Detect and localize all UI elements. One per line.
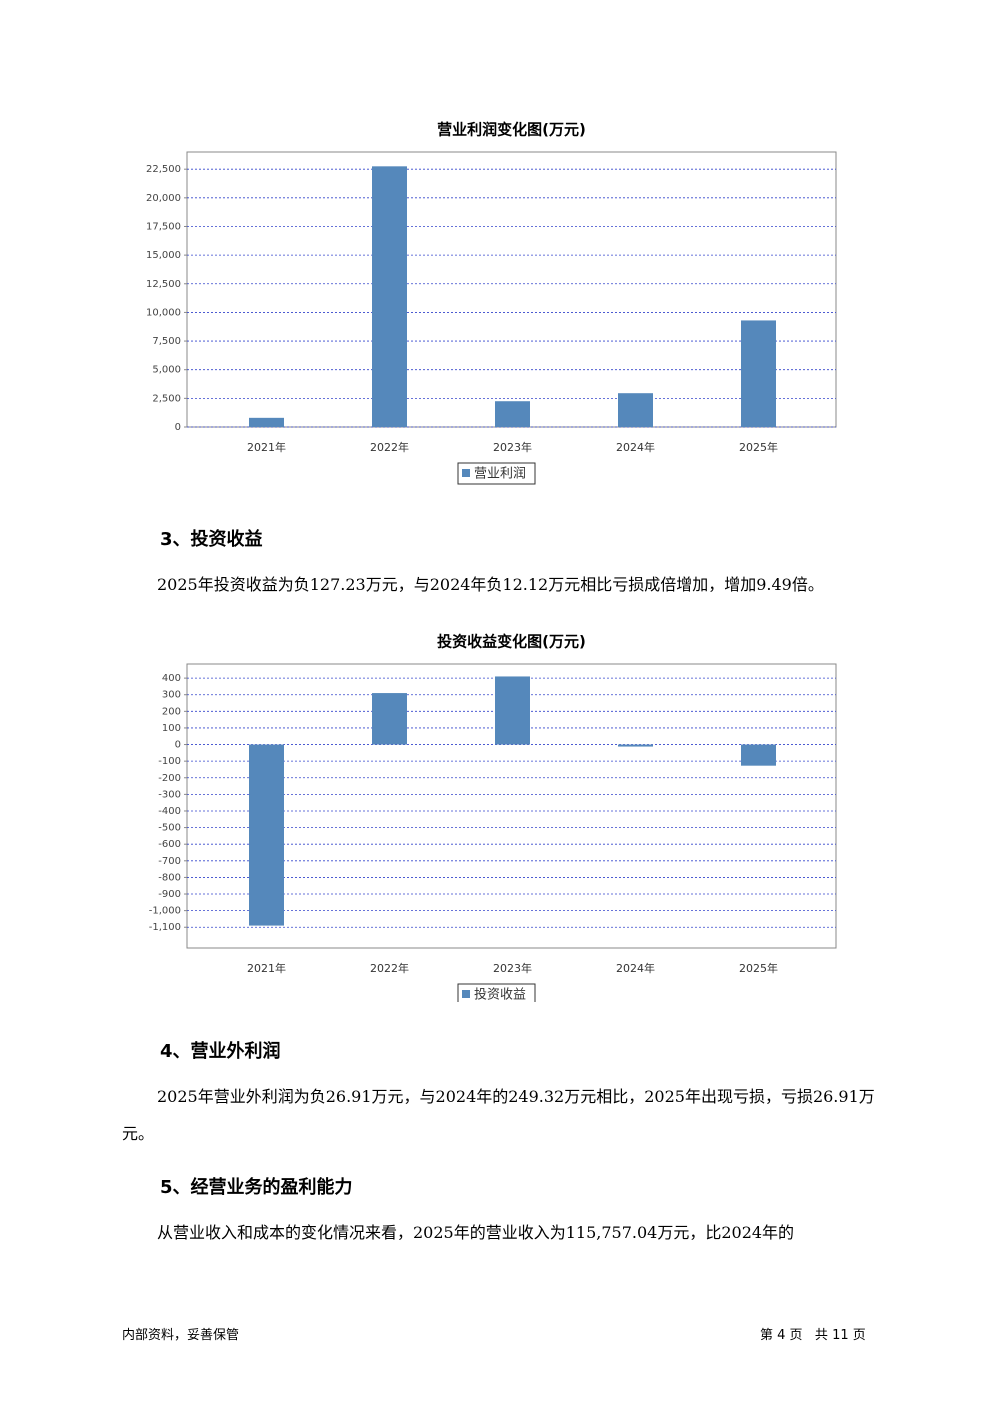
footer-right: 第 4 页 共 11 页 (760, 1328, 866, 1343)
y-tick-label: 100 (162, 723, 181, 734)
plot-area (186, 151, 837, 428)
paragraph: 从营业收入和成本的变化情况来看，2025年的营业收入为115,757.04万元，… (157, 1223, 795, 1242)
y-tick-label: -600 (158, 839, 181, 850)
x-tick-label: 2025年 (739, 961, 778, 975)
y-tick-label: 2,500 (152, 393, 181, 404)
bar (741, 320, 776, 427)
legend-label: 营业利润 (474, 467, 526, 482)
chart-title: 投资收益变化图(万元) (437, 633, 586, 651)
y-tick-label: -200 (158, 773, 181, 784)
y-tick-label: 7,500 (152, 336, 181, 347)
bar (372, 166, 407, 427)
y-tick-label: -700 (158, 856, 181, 867)
x-tick-label: 2022年 (370, 961, 409, 975)
y-tick-label: -1,000 (149, 906, 181, 917)
bar (495, 676, 530, 745)
y-tick-label: 400 (162, 673, 181, 684)
y-tick-label: -300 (158, 789, 181, 800)
x-tick-label: 2023年 (493, 961, 532, 975)
bar (249, 417, 284, 427)
y-tick-label: 12,500 (146, 279, 181, 290)
y-tick-label: 15,000 (146, 250, 181, 261)
y-tick-label: 20,000 (146, 193, 181, 204)
y-tick-label: -500 (158, 823, 181, 834)
x-tick-label: 2024年 (616, 961, 655, 975)
bar (618, 744, 653, 747)
y-tick-label: 22,500 (146, 164, 181, 175)
bar (372, 693, 407, 745)
chart: 营业利润变化图(万元) 0 2,500 5,000 7,500 10,000 12,500 1… (146, 121, 837, 485)
y-tick-label: 17,500 (146, 221, 181, 232)
legend-swatch (462, 469, 470, 477)
x-tick-label: 2021年 (247, 440, 286, 454)
y-tick-label: -800 (158, 872, 181, 883)
bar (249, 744, 284, 926)
x-tick-label: 2022年 (370, 440, 409, 454)
heading: 4、营业外利润 (160, 1041, 281, 1062)
chart: 投资收益变化图(万元) -1,100 -1,000 -900 -800 -700 -600 -… (149, 633, 837, 1003)
x-tick-label: 2024年 (616, 440, 655, 454)
paragraph: 2025年投资收益为负127.23万元，与2024年负12.12万元相比亏损成倍… (157, 575, 824, 594)
y-tick-label: 0 (175, 740, 181, 751)
legend-swatch (462, 990, 470, 998)
bar (618, 393, 653, 427)
footer-left: 内部资料，妥善保管 (122, 1328, 240, 1343)
x-tick-label: 2023年 (493, 440, 532, 454)
legend-label: 投资收益 (474, 987, 526, 1003)
x-tick-label: 2025年 (739, 440, 778, 454)
legend-box (457, 983, 536, 1002)
y-tick-label: 200 (162, 706, 181, 717)
chart-title: 营业利润变化图(万元) (437, 121, 586, 139)
y-tick-label: -1,100 (149, 922, 181, 933)
bar (495, 401, 530, 427)
heading: 3、投资收益 (160, 529, 263, 550)
paragraph: 2025年营业外利润为负26.91万元，与2024年的249.32万元相比，20… (122, 1087, 875, 1143)
y-tick-label: -400 (158, 806, 181, 817)
y-tick-label: 10,000 (146, 307, 181, 318)
y-tick-label: 5,000 (152, 365, 181, 376)
y-tick-label: 0 (175, 422, 181, 433)
y-tick-label: -900 (158, 889, 181, 900)
legend-box (457, 462, 536, 485)
bar (741, 744, 776, 766)
y-tick-label: 300 (162, 690, 181, 701)
y-tick-label: -100 (158, 756, 181, 767)
x-tick-label: 2021年 (247, 961, 286, 975)
heading: 5、经营业务的盈利能力 (160, 1177, 353, 1198)
